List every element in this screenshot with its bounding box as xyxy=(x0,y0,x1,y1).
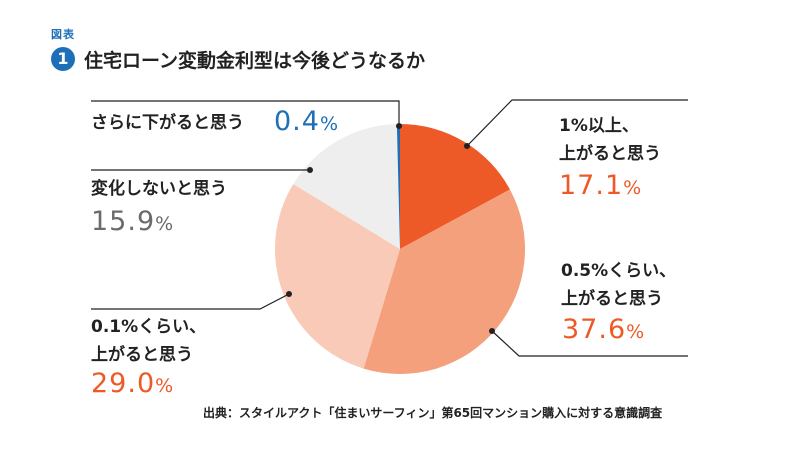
slice-value-4-unit: % xyxy=(319,113,340,135)
pie-slice-3 xyxy=(293,124,400,249)
slice-label-4-line-0: さらに下がると思う xyxy=(91,113,244,133)
slice-value-2-unit: % xyxy=(155,375,175,397)
leader-line-2 xyxy=(91,293,290,310)
chart-title: 住宅ローン変動金利型は今後どうなるか xyxy=(84,50,426,72)
slice-value-1-unit: % xyxy=(626,321,646,343)
slice-label-2-line-1: 上がると思う xyxy=(91,345,193,365)
pie-slice-4 xyxy=(396,124,400,249)
slice-label-0: 1%以上、 上がると思う xyxy=(559,112,661,168)
slice-label-1: 0.5%くらい、 上がると思う xyxy=(561,257,676,313)
slice-value-0-number: 17.1 xyxy=(559,170,624,201)
slice-value-4-number: 0.4 xyxy=(274,106,320,137)
slice-value-2-number: 29.0 xyxy=(91,368,156,399)
slice-label-1-line-0: 0.5%くらい、 xyxy=(561,261,677,281)
title-badge: 1 xyxy=(51,47,75,71)
slice-value-0: 17.1% xyxy=(559,170,642,204)
slice-label-3-line-0: 変化しないと思う xyxy=(91,179,227,199)
figure-label: 図表 xyxy=(51,28,75,41)
slice-label-2: 0.1%くらい、 上がると思う xyxy=(91,313,206,369)
leader-dot-2 xyxy=(286,291,292,297)
pie-slice-1 xyxy=(363,189,525,374)
slice-value-4: 0.4% xyxy=(274,106,339,140)
slice-label-0-line-0: 1%以上、 xyxy=(559,116,639,136)
slice-value-3-unit: % xyxy=(155,213,175,235)
slice-label-2-line-0: 0.1%くらい、 xyxy=(91,317,207,337)
slice-label-0-line-1: 上がると思う xyxy=(559,144,661,164)
slice-value-1-number: 37.6 xyxy=(562,314,627,345)
leader-line-1 xyxy=(491,330,688,357)
leader-line-4 xyxy=(91,100,400,126)
slice-label-4: さらに下がると思う xyxy=(91,109,244,137)
slice-label-1-line-1: 上がると思う xyxy=(561,289,663,309)
slice-value-2: 29.0% xyxy=(91,368,174,402)
slice-value-1: 37.6% xyxy=(562,314,645,348)
leader-dot-0 xyxy=(464,143,470,149)
leader-dot-1 xyxy=(489,328,495,334)
pie-slice-2 xyxy=(275,184,400,369)
pie-slice-0 xyxy=(400,124,510,249)
slice-value-0-unit: % xyxy=(623,177,643,199)
slice-label-3: 変化しないと思う xyxy=(91,175,227,203)
leader-dot-4 xyxy=(396,123,402,129)
leader-dot-3 xyxy=(307,167,313,173)
leader-line-0 xyxy=(466,99,688,147)
slice-value-3: 15.9% xyxy=(91,206,174,240)
slice-value-3-number: 15.9 xyxy=(91,206,156,237)
source-note: 出典：スタイルアクト「住まいサーフィン」第65回マンション購入に対する意識調査 xyxy=(203,406,663,420)
